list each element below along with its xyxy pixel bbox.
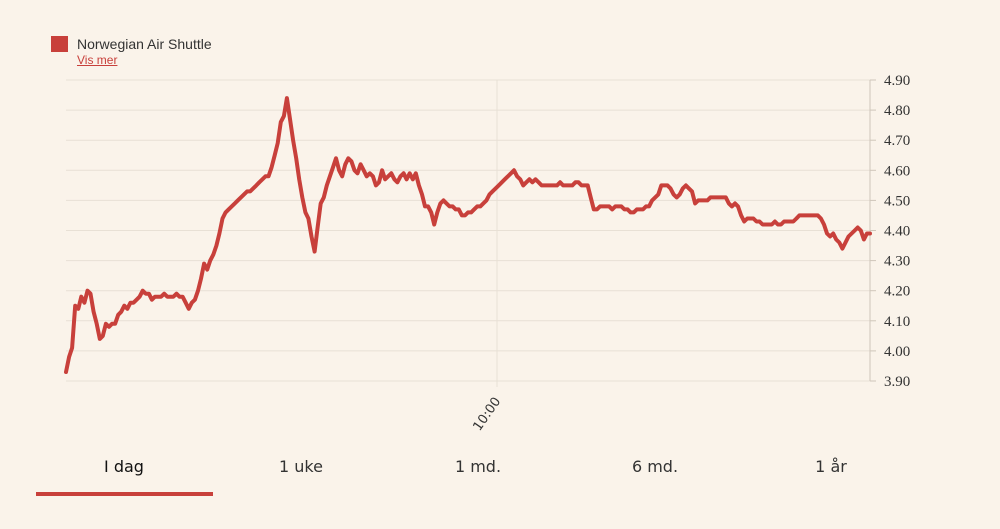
y-tick-label: 4.30 [884, 254, 910, 270]
y-tick-label: 4.40 [884, 224, 910, 240]
chart-grid [66, 79, 876, 387]
x-axis-ticks: 10:00 [470, 395, 504, 434]
y-tick-label: 4.00 [884, 344, 910, 360]
y-axis-ticks: 4.90 4.80 4.70 4.60 4.50 4.40 4.30 4.20 4.10 4.00… [884, 73, 910, 390]
vis-mer-link[interactable]: Vis mer [77, 53, 118, 67]
tab-6-md[interactable]: 6 md. [631, 457, 679, 476]
tab-i-dag[interactable]: I dag [104, 457, 144, 476]
y-tick-label: 4.10 [884, 314, 910, 330]
y-tick-label: 4.60 [884, 163, 910, 179]
tab-1-md[interactable]: 1 md. [454, 457, 502, 476]
legend-swatch [51, 36, 68, 52]
y-tick-label: 4.80 [884, 103, 910, 119]
stock-chart: 4.90 4.80 4.70 4.60 4.50 4.40 4.30 4.20 4.10 4.00… [64, 73, 910, 434]
series-line [64, 96, 872, 374]
active-tab-indicator [36, 492, 213, 496]
y-tick-label: 4.70 [884, 133, 910, 149]
legend-label: Norwegian Air Shuttle [77, 36, 212, 52]
y-tick-label: 4.90 [884, 73, 910, 89]
tab-1-ar[interactable]: 1 år [815, 457, 847, 476]
y-tick-label: 4.20 [884, 284, 910, 300]
y-tick-label: 3.90 [884, 374, 910, 390]
y-tick-label: 4.50 [884, 193, 910, 209]
series-layer [64, 96, 872, 374]
range-tabs: I dag 1 uke 1 md. 6 md. 1 år [0, 450, 1000, 500]
tab-1-uke[interactable]: 1 uke [279, 457, 323, 476]
x-tick-label: 10:00 [470, 395, 504, 434]
